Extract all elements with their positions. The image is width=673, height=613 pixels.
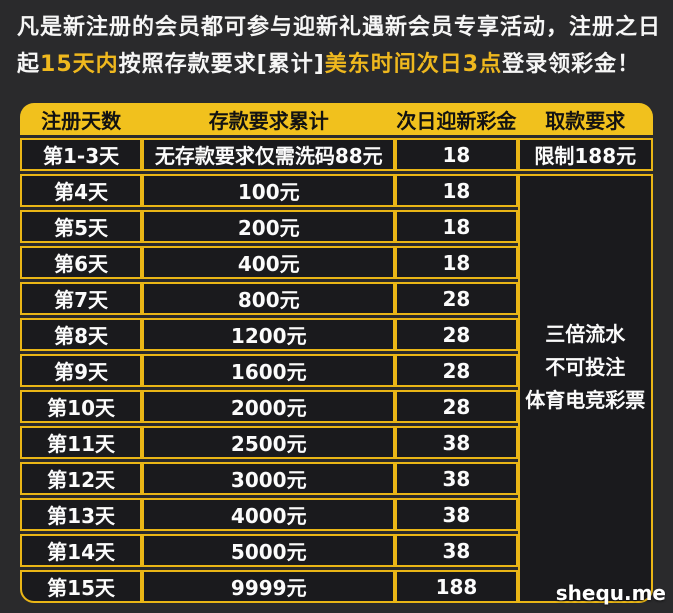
day-cell: 第10天 [20, 390, 143, 423]
header-register-days: 注册天数 [41, 108, 122, 133]
table-row: 第8天 1200元 28 [20, 318, 653, 351]
day-cell: 第5天 [20, 210, 143, 243]
highlight-est-time: 美东时间次日3点 [324, 52, 503, 77]
bonus-cell: 28 [395, 354, 518, 387]
day-cell: 第15天 [20, 570, 143, 603]
table-row: 第7天 800元 28 [20, 282, 653, 315]
bonus-cell: 38 [395, 462, 518, 495]
table-row: 第14天 5000元 38 [20, 534, 653, 567]
bonus-cell: 188 [395, 570, 518, 603]
table-row: 第4天 100元 18 三倍流水 不可投注 体育电竞彩票 [20, 174, 653, 603]
intro-line-2-part-1: 起 [17, 52, 41, 77]
table-row: 第15天 9999元 188 [20, 570, 653, 603]
deposit-cell: 3000元 [142, 462, 396, 495]
intro-line-2-part-3: 按照存款要求[累计] [118, 52, 325, 77]
bonus-cell: 18 [395, 174, 518, 207]
table-row: 第12天 3000元 38 [20, 462, 653, 495]
day-cell: 第14天 [20, 534, 143, 567]
bonus-cell: 38 [395, 498, 518, 531]
table-header: 注册天数 存款要求累计 次日迎新彩金 取款要求 [20, 103, 653, 135]
header-withdraw-requirement: 取款要求 [545, 108, 626, 133]
intro-line-1: 凡是新注册的会员都可参与迎新礼遇新会员专享活动，注册之日 [17, 9, 660, 46]
deposit-cell: 1600元 [142, 354, 396, 387]
header-next-day-bonus: 次日迎新彩金 [396, 108, 517, 133]
promo-table-grid: 第1-3天 无存款要求仅需洗码88元 18 限制188元 第4天 100元 18 三倍流水 不可… [20, 135, 653, 606]
day-cell: 第8天 [20, 318, 143, 351]
day-cell: 第1-3天 [20, 138, 143, 171]
table-row: 第5天 200元 18 [20, 210, 653, 243]
intro-line-2-part-5: 登录领彩金！ [502, 52, 641, 77]
deposit-cell: 4000元 [142, 498, 396, 531]
day-cell: 第13天 [20, 498, 143, 531]
deposit-cell: 2500元 [142, 426, 396, 459]
bonus-cell: 18 [395, 246, 518, 279]
withdraw-note-cell: 三倍流水 不可投注 体育电竞彩票 [517, 174, 653, 603]
bonus-cell: 28 [395, 282, 518, 315]
day-cell: 第11天 [20, 426, 143, 459]
table-row: 第9天 1600元 28 [20, 354, 653, 387]
bonus-cell: 28 [395, 390, 518, 423]
day-cell: 第9天 [20, 354, 143, 387]
deposit-cell: 400元 [142, 246, 396, 279]
header-deposit-requirement: 存款要求累计 [208, 108, 329, 133]
day-cell: 第7天 [20, 282, 143, 315]
table-row: 第6天 400元 18 [20, 246, 653, 279]
intro-line-1-text: 凡是新注册的会员都可参与迎新礼遇新会员专享活动，注册之日 [17, 15, 662, 40]
intro-text: 凡是新注册的会员都可参与迎新礼遇新会员专享活动，注册之日 起15天内按照存款要求… [0, 0, 673, 83]
promo-table: 注册天数 存款要求累计 次日迎新彩金 取款要求 第1-3天 无存款要求仅需洗码88… [20, 103, 653, 606]
bonus-cell: 18 [395, 210, 518, 243]
intro-line-2: 起15天内按照存款要求[累计]美东时间次日3点登录领彩金！ [17, 46, 657, 83]
deposit-cell: 2000元 [142, 390, 396, 423]
deposit-cell: 200元 [142, 210, 396, 243]
deposit-cell: 5000元 [142, 534, 396, 567]
table-row: 第13天 4000元 38 [20, 498, 653, 531]
deposit-cell: 无存款要求仅需洗码88元 [142, 138, 396, 171]
bonus-cell: 18 [395, 138, 518, 171]
deposit-cell: 1200元 [142, 318, 396, 351]
bonus-cell: 38 [395, 426, 518, 459]
table-row: 第10天 2000元 28 [20, 390, 653, 423]
table-row: 第1-3天 无存款要求仅需洗码88元 18 限制188元 [20, 138, 653, 171]
table-row: 第11天 2500元 38 [20, 426, 653, 459]
highlight-15-days: 15天内 [40, 52, 119, 77]
deposit-cell: 100元 [142, 174, 396, 207]
withdraw-cell: 限制188元 [517, 138, 653, 171]
deposit-cell: 9999元 [142, 570, 396, 603]
day-cell: 第4天 [20, 174, 143, 207]
day-cell: 第12天 [20, 462, 143, 495]
day-cell: 第6天 [20, 246, 143, 279]
deposit-cell: 800元 [142, 282, 396, 315]
watermark: shequ.me [555, 581, 666, 605]
bonus-cell: 28 [395, 318, 518, 351]
bonus-cell: 38 [395, 534, 518, 567]
promo-table-body: 第1-3天 无存款要求仅需洗码88元 18 限制188元 第4天 100元 18 三倍流水 不可… [20, 138, 653, 603]
